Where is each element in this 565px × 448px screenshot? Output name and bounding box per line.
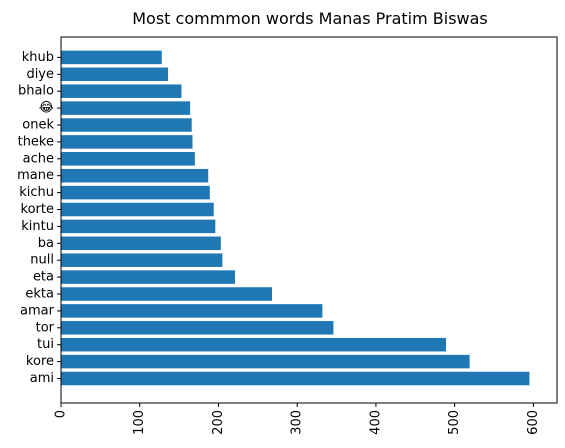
y-tick-label: ache [23, 151, 54, 166]
bar-17 [61, 84, 182, 98]
x-tick-label: 500 [447, 410, 462, 435]
y-tick-label: ekta [25, 287, 54, 302]
bars-layer [61, 50, 530, 386]
x-tick-label: 200 [211, 410, 226, 435]
y-tick-label: kichu [19, 185, 54, 200]
y-tick-label: ami [30, 371, 54, 386]
x-tick-label: 300 [290, 410, 305, 435]
x-tick-label: 0 [54, 410, 69, 418]
y-tick-label: kore [26, 354, 54, 369]
y-tick-label: kintu [21, 219, 54, 234]
bar-19 [61, 50, 162, 65]
bar-16 [61, 101, 191, 115]
bar-4 [61, 304, 323, 318]
bar-2 [61, 337, 446, 352]
y-tick-label: onek [22, 118, 54, 133]
bar-14 [61, 135, 193, 149]
y-tick-label: amar [20, 303, 55, 318]
bar-5 [61, 287, 272, 301]
bar-8 [61, 236, 221, 251]
x-tick-label: 100 [132, 410, 147, 435]
bar-1 [61, 354, 470, 369]
bar-0 [61, 371, 530, 386]
bar-7 [61, 253, 223, 267]
y-tick-label: 😂 [39, 101, 54, 116]
y-tick-label: theke [18, 134, 54, 149]
bar-15 [61, 118, 192, 132]
y-tick-label: eta [33, 270, 54, 285]
bar-3 [61, 321, 334, 335]
y-tick-label: tui [37, 337, 54, 352]
y-tick-label: diye [26, 67, 54, 82]
bar-6 [61, 270, 235, 284]
x-tick-label: 600 [526, 410, 541, 435]
bar-11 [61, 185, 210, 200]
bar-18 [61, 67, 169, 82]
y-tick-label: tor [36, 320, 55, 335]
chart-title: Most commmon words Manas Pratim Biswas [132, 9, 488, 28]
y-tick-label: null [30, 253, 54, 268]
y-tick-label: mane [17, 168, 54, 183]
y-tick-label: korte [21, 202, 54, 217]
plot-frame [60, 36, 558, 404]
bar-12 [61, 168, 209, 183]
y-tick-label: bhalo [18, 84, 54, 99]
x-axis: 0 100 200 300 400 500 600 [54, 403, 541, 435]
bar-10 [61, 202, 214, 217]
y-tick-label: khub [22, 50, 54, 65]
bar-13 [61, 152, 195, 166]
x-tick-label: 400 [368, 410, 383, 435]
y-tick-label: ba [38, 236, 54, 251]
bar-9 [61, 219, 216, 234]
